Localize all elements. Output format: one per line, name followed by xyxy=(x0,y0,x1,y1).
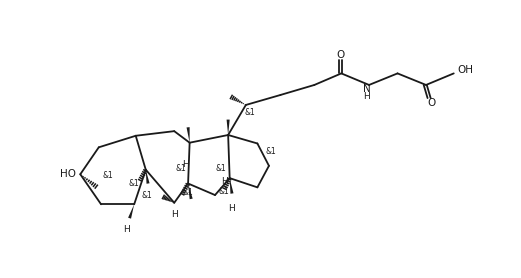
Polygon shape xyxy=(128,204,134,219)
Text: &1: &1 xyxy=(219,187,230,196)
Polygon shape xyxy=(187,127,190,143)
Text: OH: OH xyxy=(457,65,474,75)
Text: H: H xyxy=(182,160,189,169)
Text: &1: &1 xyxy=(103,171,114,180)
Text: H: H xyxy=(123,225,130,234)
Text: &1: &1 xyxy=(129,179,140,188)
Text: H: H xyxy=(221,177,228,186)
Text: &1: &1 xyxy=(215,164,226,173)
Text: O: O xyxy=(427,98,436,108)
Text: H: H xyxy=(363,92,370,101)
Polygon shape xyxy=(188,183,193,199)
Text: &1: &1 xyxy=(244,108,255,117)
Text: H: H xyxy=(171,210,178,219)
Text: H: H xyxy=(229,204,235,214)
Polygon shape xyxy=(146,170,150,184)
Text: &1: &1 xyxy=(265,147,276,156)
Polygon shape xyxy=(227,120,230,135)
Text: N: N xyxy=(363,84,370,94)
Text: O: O xyxy=(337,50,345,60)
Text: &1: &1 xyxy=(183,188,193,197)
Text: &1: &1 xyxy=(175,164,186,173)
Text: &1: &1 xyxy=(142,190,153,200)
Text: HO: HO xyxy=(60,169,77,179)
Polygon shape xyxy=(230,178,233,194)
